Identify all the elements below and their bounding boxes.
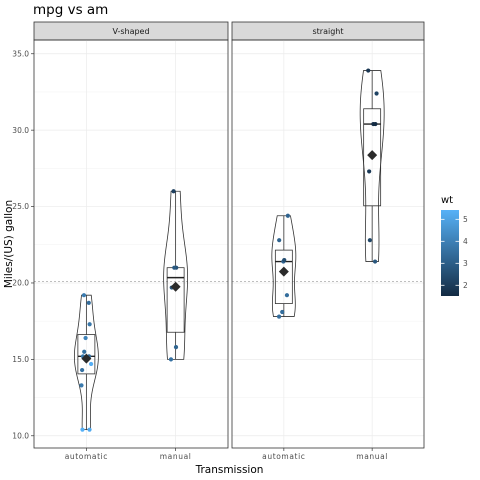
data-point — [87, 427, 92, 432]
y-axis-title: Miles/(US) gallon — [3, 200, 15, 288]
data-point — [171, 189, 176, 194]
x-tick-label: manual — [356, 452, 388, 461]
colorbar-label: 5 — [463, 215, 468, 224]
panel-straight: straight automatic manual — [231, 21, 425, 461]
data-point — [280, 309, 285, 315]
data-point — [373, 121, 378, 127]
box-manual — [363, 108, 382, 207]
mean-marker — [81, 353, 92, 364]
panel-v-shaped: V-shaped automatic manual — [33, 21, 229, 461]
data-point — [284, 293, 290, 298]
violin-automatic — [73, 294, 99, 431]
data-point — [374, 91, 379, 96]
data-point — [86, 300, 91, 305]
colorbar-label: 2 — [463, 281, 468, 290]
box-automatic — [77, 334, 96, 375]
color-legend: 2 3 4 5 — [441, 210, 468, 296]
colorbar — [441, 210, 459, 296]
violin-manual — [359, 70, 385, 262]
data-point — [172, 265, 177, 270]
x-tick-label: automatic — [65, 452, 108, 461]
y-tick-label: 25.0 — [12, 202, 29, 211]
colorbar-label: 3 — [463, 259, 468, 268]
legend-title: wt — [441, 195, 453, 206]
chart-title: mpg vs am — [33, 2, 108, 18]
panel-border — [231, 39, 425, 449]
data-point — [276, 314, 282, 319]
facet-panels: 10.0 15.0 20.0 25.0 30.0 35.0 V-shaped automati… — [12, 21, 425, 461]
mean-marker — [278, 266, 289, 277]
mean-marker — [170, 281, 181, 292]
y-tick-label: 20.0 — [12, 279, 29, 288]
x-tick-label: automatic — [262, 452, 305, 461]
colorbar-label: 4 — [463, 237, 468, 246]
data-point — [168, 357, 174, 362]
y-tick-label: 35.0 — [12, 49, 29, 58]
x-tick-label: manual — [160, 452, 192, 461]
data-point — [367, 169, 372, 174]
mean-marker — [367, 150, 378, 161]
data-point — [366, 68, 371, 73]
data-point — [87, 322, 92, 327]
facet-strip-label: V-shaped — [112, 27, 149, 36]
box-automatic — [274, 249, 293, 304]
violin-manual — [163, 190, 189, 360]
data-point — [367, 238, 372, 243]
panel-border — [33, 39, 229, 449]
facet-strip-label: straight — [312, 27, 343, 36]
data-point — [82, 349, 87, 354]
data-point — [80, 427, 85, 432]
x-axis-title: Transmission — [195, 464, 264, 476]
y-tick-label: 30.0 — [12, 126, 29, 135]
data-point — [282, 257, 287, 263]
data-point — [285, 213, 290, 218]
violin-automatic — [271, 215, 297, 317]
data-point — [79, 383, 84, 388]
y-tick-label: 10.0 — [12, 431, 29, 440]
data-point — [372, 259, 378, 264]
data-point — [83, 335, 88, 341]
y-tick-label: 15.0 — [12, 355, 29, 364]
data-point — [173, 345, 179, 350]
data-point — [89, 361, 94, 367]
data-point — [81, 293, 87, 298]
data-point — [80, 367, 85, 373]
data-point — [277, 238, 282, 243]
